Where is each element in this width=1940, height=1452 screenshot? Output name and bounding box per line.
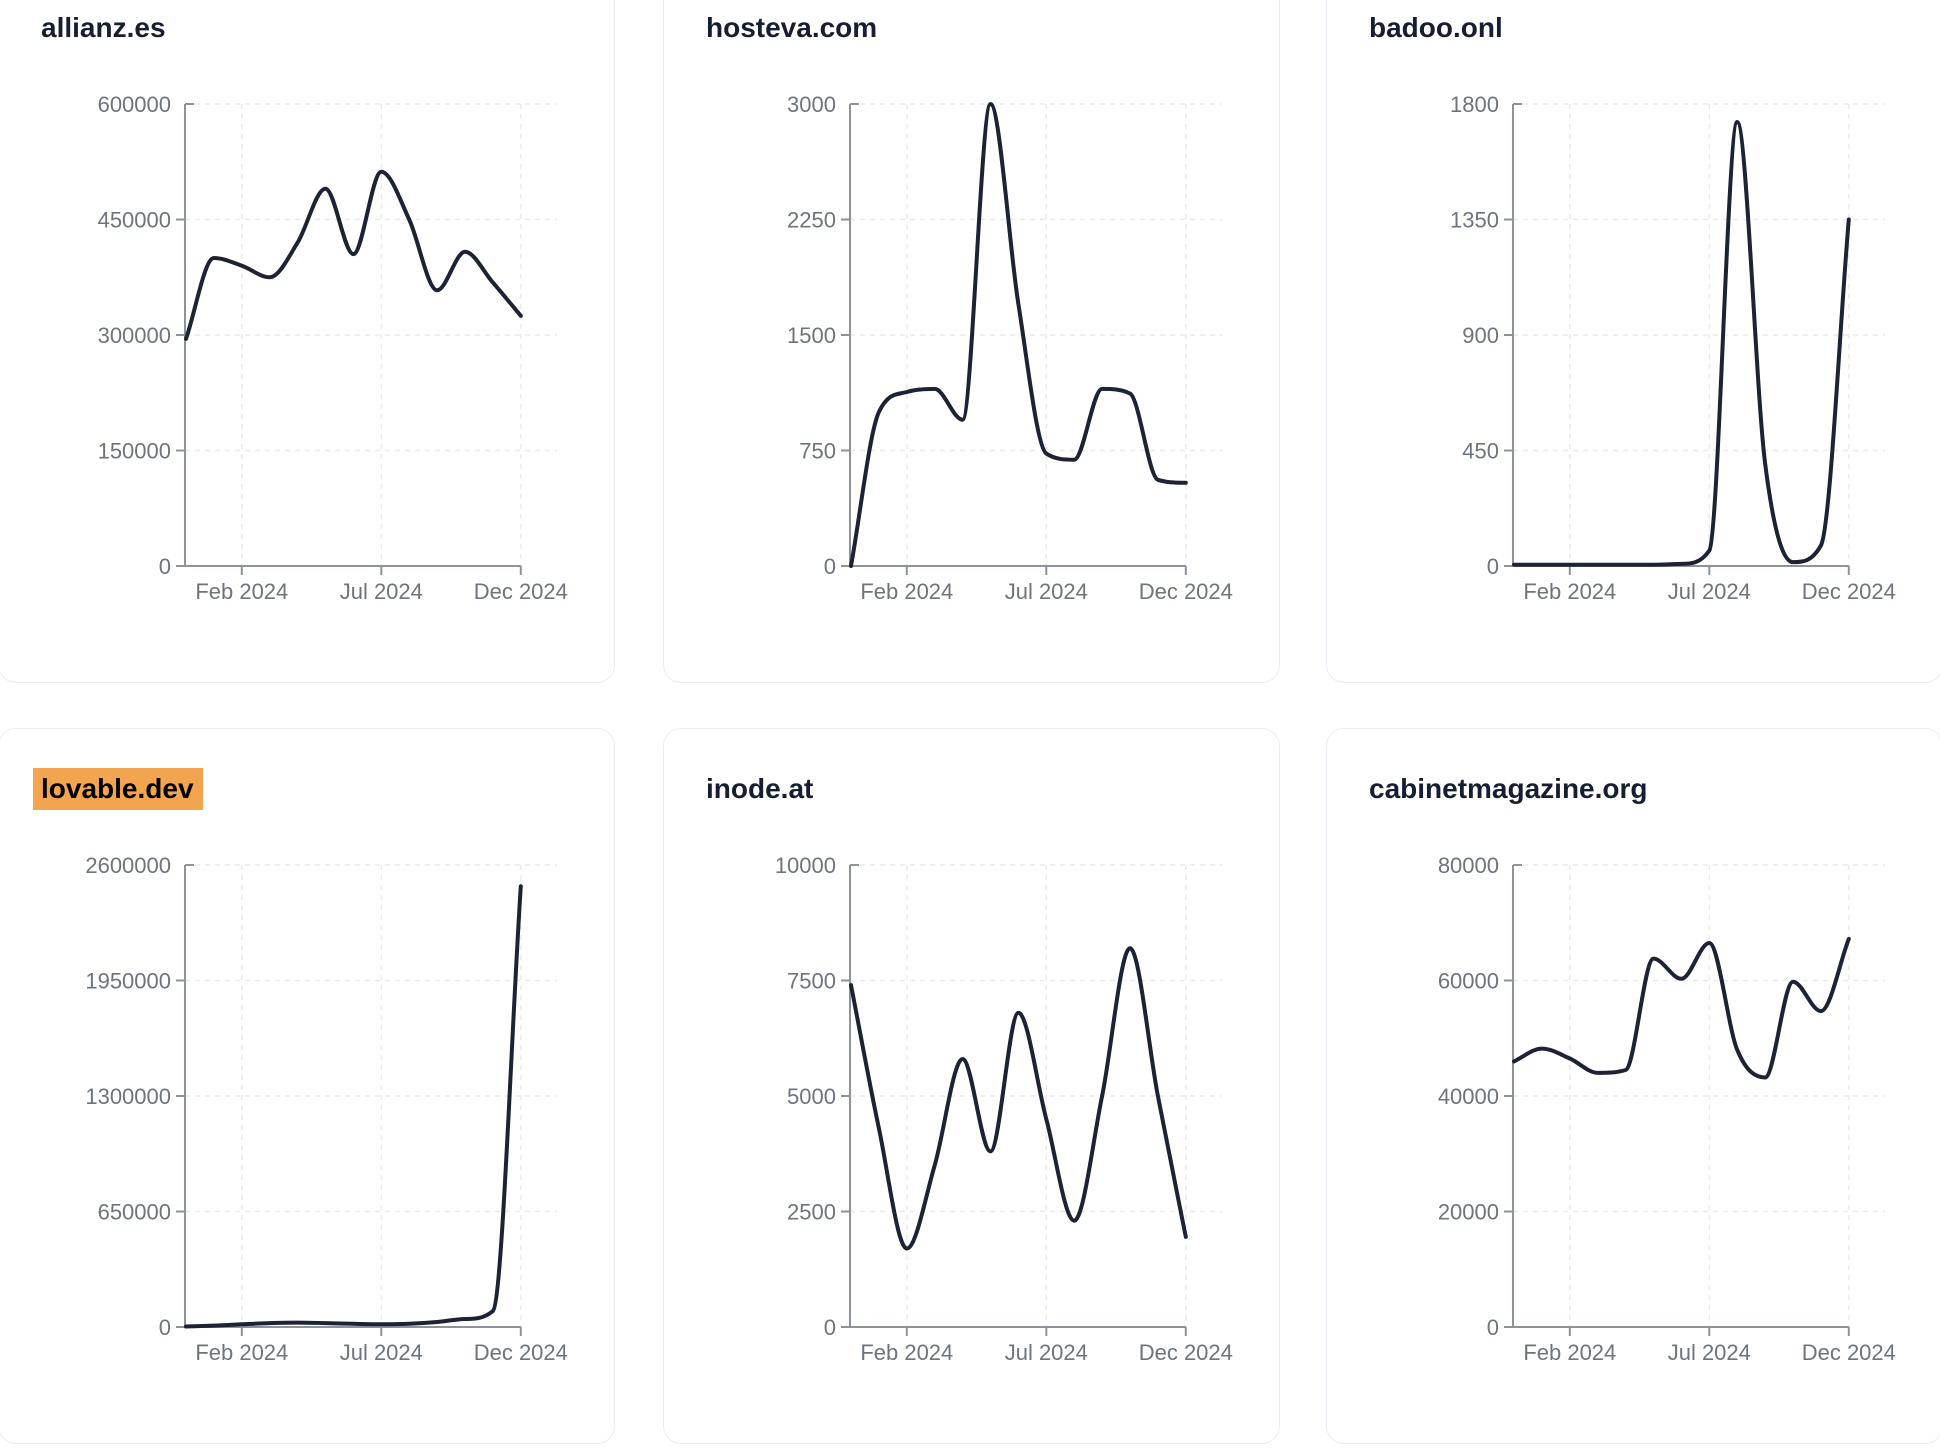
card-title-row: hosteva.com: [706, 10, 877, 46]
domain-card[interactable]: cabinetmagazine.org 0 20000 40000 60000 8000…: [1326, 728, 1940, 1444]
svg-text:900: 900: [1462, 323, 1499, 348]
svg-text:Jul 2024: Jul 2024: [1668, 1340, 1751, 1365]
svg-text:Jul 2024: Jul 2024: [340, 579, 423, 604]
svg-text:750: 750: [799, 439, 836, 464]
domain-title: badoo.onl: [1369, 12, 1503, 43]
svg-text:2500: 2500: [787, 1200, 836, 1225]
svg-text:Dec 2024: Dec 2024: [1802, 1340, 1896, 1365]
svg-text:0: 0: [824, 1315, 836, 1340]
svg-text:Dec 2024: Dec 2024: [1139, 1340, 1233, 1365]
svg-text:20000: 20000: [1438, 1200, 1499, 1225]
svg-text:0: 0: [159, 554, 171, 579]
svg-text:Dec 2024: Dec 2024: [474, 1340, 568, 1365]
svg-text:1350: 1350: [1450, 208, 1499, 233]
svg-text:Feb 2024: Feb 2024: [860, 579, 953, 604]
svg-text:40000: 40000: [1438, 1084, 1499, 1109]
line-chart: 0 20000 40000 60000 80000 Feb 2024 Jul 2024 Dec…: [1438, 853, 1896, 1365]
domain-title: inode.at: [706, 773, 814, 804]
svg-text:1800: 1800: [1450, 92, 1499, 117]
svg-text:Feb 2024: Feb 2024: [1523, 1340, 1616, 1365]
svg-text:450: 450: [1462, 439, 1499, 464]
card-title-row: cabinetmagazine.org: [1369, 771, 1648, 807]
line-chart: 0 750 1500 2250 3000 Feb 2024 Jul 2024 Dec 2024: [787, 92, 1233, 604]
domain-title: allianz.es: [41, 12, 166, 43]
card-title-row: inode.at: [706, 771, 813, 807]
domain-card[interactable]: lovable.dev 0 650000 1300000 1950000 2600000…: [0, 728, 615, 1444]
svg-text:150000: 150000: [98, 439, 171, 464]
svg-text:Feb 2024: Feb 2024: [860, 1340, 953, 1365]
domain-card[interactable]: badoo.onl 0 450 900 1350 1800 Feb 2024 Jul 202…: [1326, 0, 1940, 683]
svg-text:2600000: 2600000: [85, 853, 171, 878]
domain-card[interactable]: allianz.es 0 150000 300000 450000 600000 Feb …: [0, 0, 615, 683]
domain-title-highlighted: lovable.dev: [33, 768, 203, 810]
line-chart: 0 150000 300000 450000 600000 Feb 2024 Jul 202…: [98, 92, 568, 604]
svg-text:1300000: 1300000: [85, 1084, 171, 1109]
card-title-row: badoo.onl: [1369, 10, 1503, 46]
card-title-row: allianz.es: [41, 10, 166, 46]
svg-text:Feb 2024: Feb 2024: [195, 1340, 288, 1365]
svg-text:5000: 5000: [787, 1084, 836, 1109]
card-title-row: lovable.dev: [33, 768, 203, 810]
svg-text:1950000: 1950000: [85, 969, 171, 994]
svg-text:450000: 450000: [98, 208, 171, 233]
svg-text:1500: 1500: [787, 323, 836, 348]
svg-text:650000: 650000: [98, 1200, 171, 1225]
domain-card[interactable]: hosteva.com 0 750 1500 2250 3000 Feb 2024 Jul …: [663, 0, 1280, 683]
svg-text:Dec 2024: Dec 2024: [1802, 579, 1896, 604]
svg-text:0: 0: [159, 1315, 171, 1340]
svg-text:0: 0: [1487, 1315, 1499, 1340]
svg-text:Dec 2024: Dec 2024: [474, 579, 568, 604]
svg-text:60000: 60000: [1438, 969, 1499, 994]
svg-text:Jul 2024: Jul 2024: [1005, 1340, 1088, 1365]
svg-text:0: 0: [1487, 554, 1499, 579]
svg-text:10000: 10000: [775, 853, 836, 878]
svg-text:Dec 2024: Dec 2024: [1139, 579, 1233, 604]
svg-text:80000: 80000: [1438, 853, 1499, 878]
svg-text:Jul 2024: Jul 2024: [340, 1340, 423, 1365]
svg-text:0: 0: [824, 554, 836, 579]
svg-text:Feb 2024: Feb 2024: [1523, 579, 1616, 604]
svg-text:600000: 600000: [98, 92, 171, 117]
svg-text:Feb 2024: Feb 2024: [195, 579, 288, 604]
svg-text:7500: 7500: [787, 969, 836, 994]
svg-text:Jul 2024: Jul 2024: [1005, 579, 1088, 604]
svg-text:3000: 3000: [787, 92, 836, 117]
svg-text:300000: 300000: [98, 323, 171, 348]
domain-card[interactable]: inode.at 0 2500 5000 7500 10000 Feb 2024 Jul 2…: [663, 728, 1280, 1444]
line-chart: 0 2500 5000 7500 10000 Feb 2024 Jul 2024 Dec 20…: [775, 853, 1233, 1365]
svg-text:2250: 2250: [787, 208, 836, 233]
line-chart: 0 650000 1300000 1950000 2600000 Feb 2024 Jul …: [85, 853, 568, 1365]
svg-text:Jul 2024: Jul 2024: [1668, 579, 1751, 604]
domain-title: hosteva.com: [706, 12, 878, 43]
domain-title: cabinetmagazine.org: [1369, 773, 1648, 804]
line-chart: 0 450 900 1350 1800 Feb 2024 Jul 2024 Dec 2024: [1450, 92, 1896, 604]
